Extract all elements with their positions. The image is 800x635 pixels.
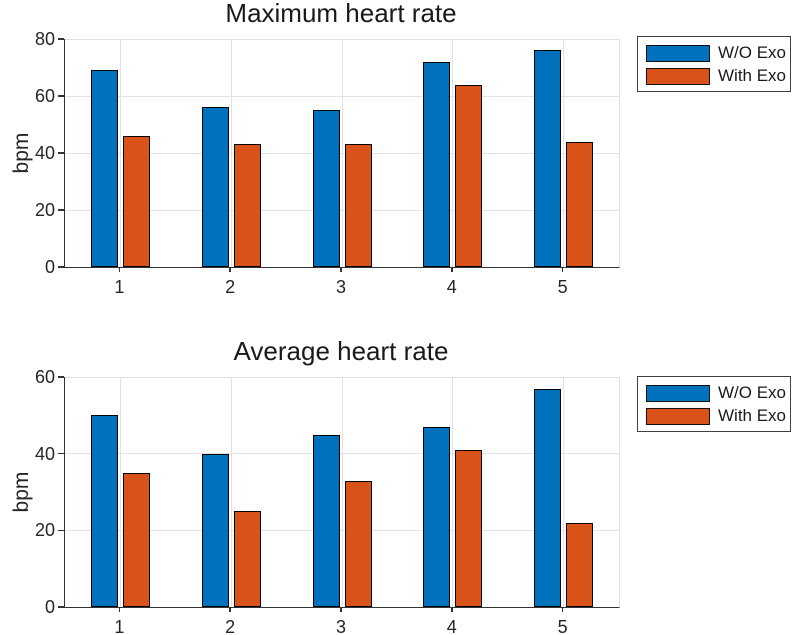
chart-title: Average heart rate bbox=[233, 336, 449, 366]
gridline bbox=[119, 39, 121, 267]
legend-label: W/O Exo bbox=[718, 383, 787, 402]
y-tick-mark bbox=[58, 376, 64, 378]
bar-with-exo-cat4 bbox=[455, 449, 483, 607]
x-tick-label: 5 bbox=[557, 617, 568, 635]
x-tick-mark bbox=[561, 267, 564, 272]
legend: W/O Exo With Exo bbox=[637, 36, 791, 92]
bar-w-o-exo-cat3 bbox=[312, 434, 340, 607]
y-tick-mark bbox=[58, 266, 64, 268]
x-tick-label: 1 bbox=[114, 277, 125, 297]
bar-with-exo-cat2 bbox=[233, 144, 261, 267]
plot-area bbox=[64, 376, 620, 608]
x-tick-mark bbox=[118, 607, 121, 612]
x-tick-label: 3 bbox=[335, 277, 346, 297]
y-tick-label: 0 bbox=[44, 597, 55, 617]
y-tick-mark bbox=[58, 452, 64, 455]
bar-with-exo-cat1 bbox=[122, 472, 150, 607]
bar-w-o-exo-cat3 bbox=[312, 110, 340, 267]
bar-w-o-exo-cat4 bbox=[423, 61, 451, 267]
bar-w-o-exo-cat2 bbox=[201, 107, 229, 267]
gridline bbox=[341, 39, 343, 267]
y-tick-label: 60 bbox=[34, 367, 55, 387]
bar-w-o-exo-cat4 bbox=[423, 426, 451, 607]
gridline bbox=[563, 377, 565, 607]
bar-w-o-exo-cat1 bbox=[90, 70, 118, 267]
y-tick-mark bbox=[58, 209, 64, 211]
legend-label: W/O Exo bbox=[718, 43, 787, 62]
legend-swatch-with-exo bbox=[646, 407, 710, 425]
x-tick-label: 3 bbox=[335, 617, 346, 635]
bar-with-exo-cat5 bbox=[566, 141, 594, 267]
legend-entry: W/O Exo bbox=[646, 384, 790, 402]
gridline bbox=[563, 39, 565, 267]
y-tick-mark bbox=[58, 95, 64, 97]
legend-label: With Exo bbox=[718, 66, 787, 85]
x-tick-label: 4 bbox=[446, 277, 457, 297]
legend-swatch-wo-exo bbox=[646, 384, 710, 402]
bar-with-exo-cat1 bbox=[122, 135, 150, 267]
bar-with-exo-cat2 bbox=[233, 511, 261, 607]
y-tick-mark bbox=[58, 152, 64, 154]
bar-with-exo-cat4 bbox=[455, 84, 483, 267]
x-tick-mark bbox=[118, 267, 121, 272]
x-tick-label: 5 bbox=[557, 277, 568, 297]
bar-w-o-exo-cat2 bbox=[201, 453, 229, 607]
legend-label: With Exo bbox=[718, 406, 787, 425]
y-tick-mark bbox=[58, 38, 64, 40]
y-tick-mark bbox=[58, 606, 64, 608]
legend-swatch-wo-exo bbox=[646, 44, 710, 62]
bar-with-exo-cat5 bbox=[566, 522, 594, 607]
legend-entry: W/O Exo bbox=[646, 44, 790, 62]
x-tick-label: 2 bbox=[225, 617, 236, 635]
x-tick-mark bbox=[229, 607, 231, 612]
x-tick-label: 4 bbox=[446, 617, 457, 635]
x-tick-mark bbox=[229, 267, 231, 272]
y-tick-mark bbox=[58, 529, 64, 532]
x-tick-mark bbox=[451, 267, 453, 272]
gridline bbox=[230, 377, 232, 607]
legend-entry: With Exo bbox=[646, 407, 790, 425]
chart-title: Maximum heart rate bbox=[225, 0, 457, 28]
x-tick-mark bbox=[340, 267, 342, 272]
y-tick-label: 20 bbox=[34, 520, 55, 541]
bar-w-o-exo-cat1 bbox=[90, 415, 118, 607]
bar-w-o-exo-cat5 bbox=[534, 388, 562, 607]
gridline bbox=[452, 377, 454, 607]
gridline bbox=[452, 39, 454, 267]
x-tick-mark bbox=[561, 607, 564, 612]
bar-w-o-exo-cat5 bbox=[534, 50, 562, 267]
x-tick-label: 2 bbox=[225, 277, 236, 297]
bar-with-exo-cat3 bbox=[344, 144, 372, 267]
y-tick-label: 80 bbox=[34, 29, 55, 49]
y-tick-label: 40 bbox=[34, 143, 55, 163]
y-tick-label: 40 bbox=[34, 443, 55, 464]
y-tick-label: 0 bbox=[44, 257, 55, 277]
bar-with-exo-cat3 bbox=[344, 480, 372, 607]
legend: W/O Exo With Exo bbox=[637, 376, 791, 432]
legend-swatch-with-exo bbox=[646, 67, 710, 85]
plot-area bbox=[64, 38, 620, 268]
gridline bbox=[119, 377, 121, 607]
legend-entry: With Exo bbox=[646, 67, 790, 85]
y-tick-label: 60 bbox=[34, 86, 55, 106]
x-tick-label: 1 bbox=[114, 617, 125, 635]
x-tick-mark bbox=[451, 607, 453, 612]
gridline bbox=[341, 377, 343, 607]
y-tick-label: 20 bbox=[34, 200, 55, 220]
gridline bbox=[230, 39, 232, 267]
x-tick-mark bbox=[340, 607, 342, 612]
